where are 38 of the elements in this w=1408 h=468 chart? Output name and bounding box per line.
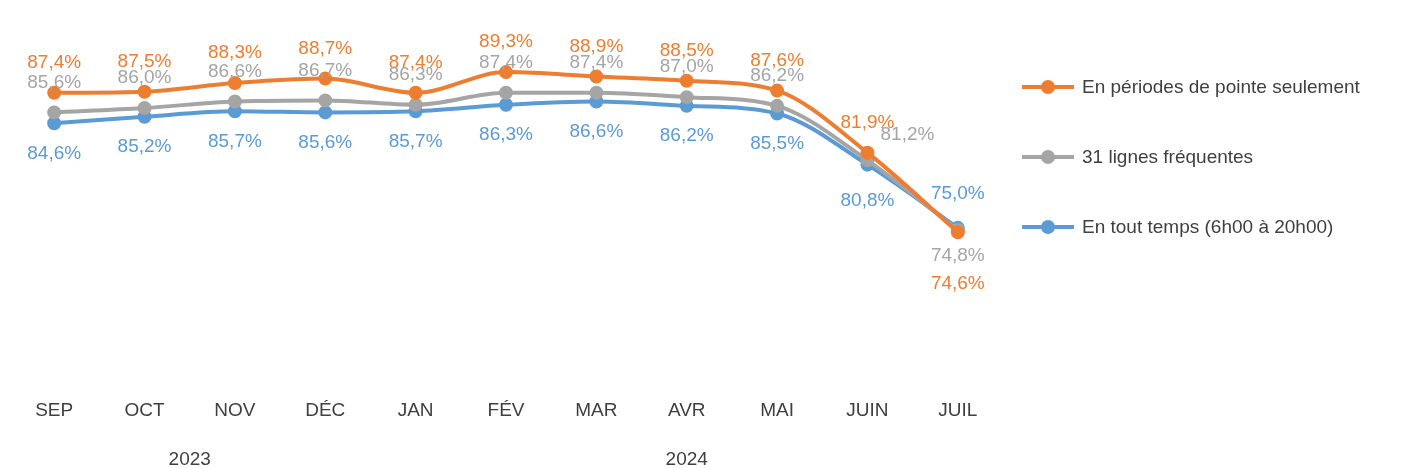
data-label: 87,4% — [27, 51, 82, 73]
data-label: 86,6% — [569, 119, 624, 141]
data-label: 86,2% — [659, 124, 714, 146]
data-label: 74,6% — [930, 272, 985, 294]
legend-label: 31 lignes fréquentes — [1082, 146, 1254, 168]
data-label: 85,6% — [298, 130, 353, 152]
data-label: 75,0% — [930, 182, 985, 204]
legend-label: En tout temps (6h00 à 20h00) — [1082, 216, 1334, 238]
x-tick-label: NOV — [214, 398, 256, 420]
data-label: 88,3% — [207, 41, 262, 63]
data-label: 85,7% — [207, 129, 262, 151]
x-tick-label: MAI — [760, 398, 794, 420]
data-label: 85,7% — [388, 129, 443, 151]
text: 2024 — [665, 448, 709, 468]
data-label: 87,5% — [117, 49, 172, 71]
data-label: 74,8% — [930, 244, 985, 266]
x-tick-label: MAR — [575, 398, 618, 420]
data-label: 84,6% — [27, 141, 82, 163]
legend-label: En périodes de pointe seulement — [1082, 76, 1360, 98]
data-label: 85,2% — [117, 134, 172, 156]
x-tick-label: JAN — [397, 398, 434, 420]
x-tick-label: FÉV — [487, 398, 525, 420]
data-label: 86,3% — [479, 122, 534, 144]
data-label: 85,6% — [27, 70, 82, 92]
x-tick-label: OCT — [124, 398, 165, 420]
data-label: 87,4% — [479, 51, 534, 73]
text: 2023 — [168, 448, 211, 468]
data-label: 86,7% — [298, 58, 353, 80]
data-label: 85,5% — [750, 131, 805, 153]
data-label: 80,8% — [840, 188, 895, 210]
x-tick-label: AVR — [667, 398, 706, 420]
data-label: 88,7% — [298, 36, 353, 58]
x-tick-label: JUIN — [846, 398, 889, 420]
x-tick-label: JUIL — [938, 398, 978, 420]
x-tick-label: DÉC — [305, 398, 346, 420]
data-label: 89,3% — [479, 30, 534, 52]
x-tick-label: SEP — [35, 398, 74, 420]
data-label: 88,9% — [569, 34, 624, 56]
